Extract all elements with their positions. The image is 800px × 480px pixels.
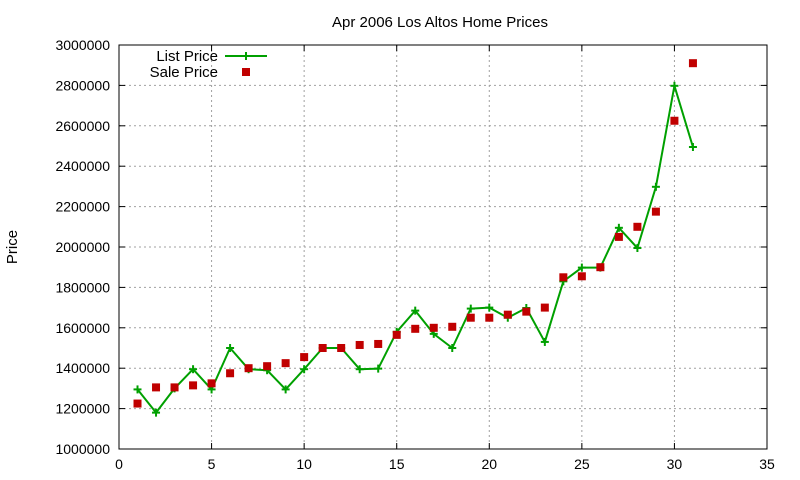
list-price-point <box>411 306 420 315</box>
sale-price-point <box>411 324 420 333</box>
list-price-point <box>614 223 623 232</box>
list-price-point <box>152 408 161 417</box>
sale-price-point <box>503 310 512 319</box>
sale-price-point <box>263 362 272 371</box>
y-tick-label: 3000000 <box>55 37 110 53</box>
sale-price-point <box>392 330 401 339</box>
list-price-point <box>466 304 475 313</box>
sale-price-point <box>466 313 475 322</box>
list-price-point <box>226 344 235 352</box>
y-tick-label: 2200000 <box>55 199 110 215</box>
y-tick-label: 1000000 <box>55 441 110 457</box>
y-tick-label: 1800000 <box>55 279 110 295</box>
list-price-point <box>374 364 383 373</box>
sale-price-point <box>559 273 568 282</box>
sale-price-point <box>651 207 660 216</box>
plot-frame <box>118 44 768 450</box>
sale-price-point <box>189 381 198 390</box>
y-tick-label: 2400000 <box>55 158 110 174</box>
legend-label: Sale Price <box>150 64 218 81</box>
x-tick-label: 35 <box>759 456 775 472</box>
sale-price-point <box>337 344 346 352</box>
sale-price-point <box>485 313 494 322</box>
sale-price-point <box>318 344 327 352</box>
ticks: 0 5 10 15 20 25 30 35 1000000 1200000 1400000 16000… <box>55 37 775 472</box>
sale-price-point <box>522 307 531 316</box>
chart-title: Apr 2006 Los Altos Home Prices <box>332 14 548 31</box>
list-price-point <box>633 244 642 253</box>
sale-price-point <box>300 353 309 362</box>
sale-price-point <box>170 383 179 392</box>
y-axis-label: Price <box>4 230 21 264</box>
list-price-point <box>448 344 457 352</box>
x-tick-label: 10 <box>296 456 312 472</box>
sale-price-point <box>633 222 642 231</box>
x-tick-label: 5 <box>208 456 216 472</box>
legend-cross-swatch <box>242 52 250 60</box>
sale-price-point <box>281 359 290 368</box>
legend-label: List Price <box>156 48 218 65</box>
y-tick-label: 1600000 <box>55 320 110 336</box>
sale-price-point <box>670 116 679 125</box>
sale-price-point <box>429 323 438 332</box>
list-price-point <box>133 385 142 394</box>
sale-price-point <box>152 383 161 392</box>
list-price-point <box>300 365 309 374</box>
y-tick-label: 1400000 <box>55 360 110 376</box>
list-price-point <box>688 143 697 152</box>
sale-price-point <box>688 59 697 68</box>
x-tick-label: 20 <box>481 456 497 472</box>
list-price-point <box>577 263 586 272</box>
x-tick-label: 15 <box>389 456 405 472</box>
y-tick-label: 2800000 <box>55 77 110 93</box>
sale-price-point <box>448 322 457 331</box>
y-tick-label: 1200000 <box>55 401 110 417</box>
list-price-point <box>485 303 494 312</box>
legend-square-swatch <box>242 68 250 76</box>
sale-price-point <box>355 340 364 349</box>
list-price-point <box>651 182 660 191</box>
sale-price-point <box>207 379 216 388</box>
sale-price-point <box>133 399 142 408</box>
y-tick-label: 2600000 <box>55 118 110 134</box>
x-tick-label: 25 <box>574 456 590 472</box>
sale-price-point <box>226 369 235 378</box>
sale-price-point <box>596 263 605 272</box>
y-tick-label: 2000000 <box>55 239 110 255</box>
list-price-point <box>281 385 290 394</box>
sale-price-point <box>244 364 253 373</box>
sale-price-point <box>540 303 549 312</box>
sale-price-point <box>577 272 586 281</box>
list-price-point <box>189 365 198 374</box>
series <box>133 59 697 417</box>
x-tick-label: 30 <box>667 456 683 472</box>
list-price-point <box>355 365 364 374</box>
sale-price-series <box>133 59 697 408</box>
sale-price-point <box>614 232 623 241</box>
list-price-point <box>540 337 549 346</box>
list-price-point <box>670 81 679 90</box>
x-tick-label: 0 <box>115 456 123 472</box>
sale-price-point <box>374 339 383 348</box>
